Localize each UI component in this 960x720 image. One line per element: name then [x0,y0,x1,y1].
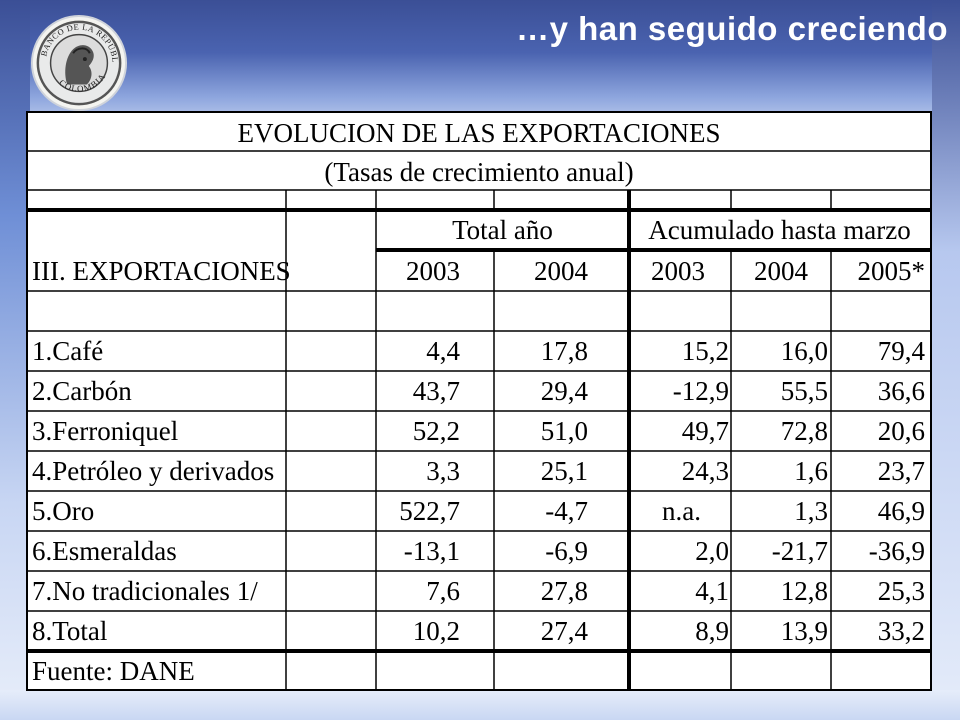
table-cell: 1,6 [794,456,828,486]
group-accumulated-march: Acumulado hasta marzo [648,215,911,245]
table-cell: n.a. [662,496,701,526]
table-cell: 7,6 [426,576,460,606]
row-label: 6.Esmeraldas [32,536,177,566]
table-subtitle: (Tasas de crecimiento anual) [324,157,634,187]
table-cell: 49,7 [681,416,729,446]
table-cell: 20,6 [877,416,925,446]
table-cell: 3,3 [426,456,460,486]
table-cell: 4,4 [426,336,460,366]
left-decoration [0,0,30,720]
row-label: 2.Carbón [32,376,132,406]
row-label: 4.Petróleo y derivados [32,456,275,486]
table-cell: 72,8 [780,416,828,446]
table-cell: 24,3 [681,456,729,486]
table-cell: 522,7 [399,496,460,526]
footer-decoration [0,690,960,720]
table-cell: 25,3 [877,576,925,606]
table-cell: 43,7 [412,376,460,406]
table-source: Fuente: DANE [32,656,195,686]
table-cell: 15,2 [681,336,729,366]
slide-title: …y han seguido creciendo [516,10,948,47]
group-total-year: Total año [452,215,553,245]
year-header: 2005* [857,256,926,286]
table-grid [28,150,930,689]
table-cell: 27,4 [540,616,588,646]
table-cell: 25,1 [540,456,588,486]
row-label: 3.Ferroniquel [32,416,179,446]
table-cell: 2,0 [695,536,729,566]
row-label: 7.No tradicionales 1/ [32,576,258,606]
row-label: 8.Total [32,616,108,646]
table-cell: 23,7 [877,456,925,486]
table-title: EVOLUCION DE LAS EXPORTACIONES [237,118,721,148]
table-cell: 16,0 [780,336,828,366]
year-header: 2003 [651,256,705,286]
row-header-exports: III. EXPORTACIONES [32,256,291,286]
table-cell: 46,9 [877,496,925,526]
table-cell: 10,2 [412,616,460,646]
table-cell: -13,1 [403,536,460,566]
right-decoration [932,0,960,720]
table-cell: 8,9 [695,616,729,646]
row-label: 1.Café [32,336,104,366]
table-cell: -12,9 [672,376,729,406]
table-cell: 27,8 [540,576,588,606]
table-cell: 36,6 [877,376,925,406]
year-header: 2004 [534,256,588,286]
table-cell: 4,1 [695,576,729,606]
table-cell: 51,0 [540,416,588,446]
table-cell: -36,9 [868,536,925,566]
table-cell: 29,4 [540,376,588,406]
table-cell: 1,3 [794,496,828,526]
row-label: 5.Oro [32,496,95,526]
table-cell: 13,9 [780,616,828,646]
year-header: 2003 [406,256,460,286]
table-cell: 12,8 [780,576,828,606]
table-cell: 52,2 [412,416,460,446]
exports-table: EVOLUCION DE LAS EXPORTACIONES (Tasas de… [26,111,932,691]
table-cell: -21,7 [771,536,828,566]
table-cell: 79,4 [877,336,925,366]
table-cell: 55,5 [780,376,828,406]
year-header: 2004 [754,256,808,286]
table-cell: -4,7 [545,496,588,526]
table-cell: 33,2 [877,616,925,646]
banco-republica-seal-icon: BANCO DE LA REPÚBLICA COLOMBIA [30,14,128,112]
table-cell: 17,8 [540,336,588,366]
table-cell: -6,9 [545,536,588,566]
